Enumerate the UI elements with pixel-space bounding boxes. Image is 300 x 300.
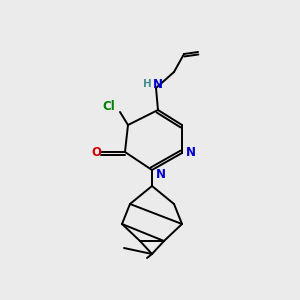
Text: Cl: Cl [103,100,116,113]
Text: H: H [142,79,152,89]
Text: N: N [156,167,166,181]
Text: N: N [186,146,196,160]
Text: O: O [91,146,101,158]
Text: N: N [153,77,163,91]
